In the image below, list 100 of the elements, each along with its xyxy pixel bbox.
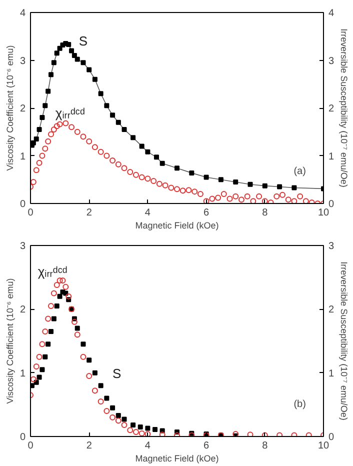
- point: [238, 196, 244, 203]
- point: [92, 144, 98, 150]
- y-axis-title: Viscosity Coefficient (10⁻⁶ emu): [4, 45, 15, 171]
- point: [150, 178, 157, 184]
- point: [110, 112, 116, 118]
- point: [186, 187, 192, 194]
- point: [30, 376, 36, 382]
- x-tick-label: 10: [318, 208, 330, 218]
- point: [68, 124, 75, 130]
- point: [110, 405, 116, 410]
- point: [110, 158, 116, 164]
- series-label: S: [78, 33, 88, 48]
- y-tick-label: 0: [20, 199, 26, 210]
- point: [121, 165, 128, 172]
- y-tick-label: 3: [20, 56, 26, 67]
- point: [209, 196, 216, 202]
- annotation: (a): [294, 166, 306, 177]
- point: [39, 341, 46, 348]
- point: [46, 342, 51, 347]
- point: [98, 91, 104, 96]
- y-tick-label: 4: [20, 8, 26, 19]
- point: [56, 121, 63, 128]
- point: [86, 358, 92, 363]
- point: [98, 148, 104, 155]
- y-axis-title: Viscosity Coefficient (10⁻⁶ emu): [4, 278, 15, 404]
- point: [104, 396, 110, 401]
- y2-tick-label: 2: [328, 304, 334, 316]
- point: [115, 418, 122, 424]
- point: [122, 416, 127, 422]
- x-tick-label: 2: [86, 440, 92, 452]
- point: [36, 126, 42, 132]
- point: [130, 422, 136, 428]
- point: [54, 50, 60, 56]
- point: [232, 193, 239, 200]
- x-axis-title: Magnetic Field (kOe): [135, 454, 219, 464]
- point: [36, 354, 42, 360]
- point: [36, 160, 42, 166]
- point: [98, 383, 104, 388]
- point: [34, 380, 39, 385]
- point: [279, 192, 286, 198]
- point: [192, 188, 198, 195]
- point: [127, 168, 134, 175]
- y-tick-label: 2: [20, 304, 26, 316]
- point: [104, 103, 110, 108]
- point: [92, 370, 98, 376]
- point: [33, 363, 40, 370]
- point: [154, 154, 159, 160]
- point: [45, 138, 52, 144]
- y2-tick-label: 0: [328, 432, 334, 443]
- point: [42, 103, 48, 108]
- point: [86, 373, 92, 380]
- point: [45, 316, 52, 322]
- series-label: χᵢᵣᵣᵈᶜᵈ: [55, 105, 86, 120]
- y-tick-label: 2: [20, 104, 26, 114]
- point: [50, 290, 57, 296]
- y-tick-label: 3: [20, 241, 26, 252]
- point: [72, 52, 77, 58]
- point: [51, 316, 56, 322]
- point: [203, 198, 210, 204]
- point: [116, 412, 121, 418]
- point: [80, 354, 86, 360]
- y-tick-label: 1: [20, 151, 26, 162]
- point: [226, 196, 233, 202]
- point: [48, 302, 54, 309]
- x-axis-title: Magnetic Field (kOe): [135, 220, 219, 230]
- x-tick-label: 2: [86, 208, 92, 218]
- point: [54, 123, 60, 130]
- point: [116, 120, 121, 125]
- point: [71, 318, 78, 325]
- point: [138, 174, 145, 180]
- point: [51, 60, 56, 66]
- point: [121, 422, 128, 428]
- point: [232, 430, 239, 436]
- point: [145, 149, 150, 154]
- point: [174, 432, 180, 436]
- point: [244, 193, 250, 200]
- y-tick-label: 0: [20, 432, 26, 443]
- point: [42, 146, 48, 152]
- point: [144, 176, 151, 182]
- y2-axis-title: Irreversible Susceptibility (10⁻⁷ emu/Oe): [339, 262, 350, 420]
- annotation: (b): [294, 398, 306, 410]
- series-label: S: [112, 366, 122, 382]
- x-tick-label: 0: [28, 440, 34, 452]
- point: [104, 408, 110, 414]
- point: [204, 174, 209, 180]
- y2-tick-label: 1: [328, 368, 334, 380]
- point: [66, 293, 72, 300]
- point: [80, 60, 86, 66]
- point: [285, 196, 292, 203]
- point: [250, 198, 256, 204]
- point: [132, 172, 139, 178]
- point: [92, 76, 98, 82]
- point: [215, 194, 222, 201]
- point: [256, 193, 262, 200]
- point: [297, 193, 304, 200]
- y2-tick-label: 4: [328, 8, 334, 19]
- point: [180, 188, 186, 194]
- point: [30, 140, 36, 146]
- y-tick-label: 1: [20, 368, 26, 380]
- point: [74, 56, 80, 62]
